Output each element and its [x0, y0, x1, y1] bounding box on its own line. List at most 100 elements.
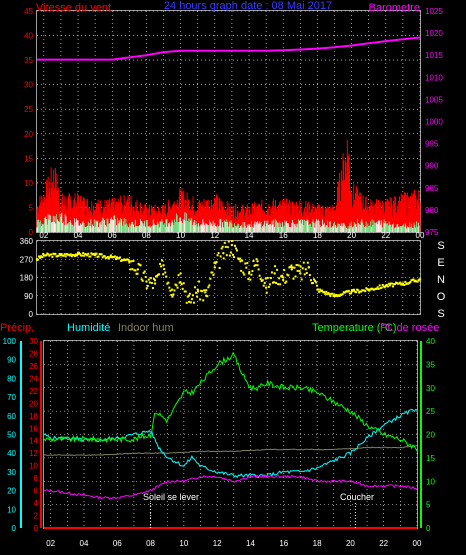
direction-point [329, 294, 332, 297]
direction-point [150, 281, 153, 284]
legend-dewpoint: Pt. de rosée [380, 322, 439, 334]
direction-point [67, 253, 70, 256]
direction-point [204, 291, 207, 294]
direction-point [229, 251, 232, 254]
direction-point [233, 244, 236, 247]
direction-point [356, 288, 359, 291]
direction-point [100, 253, 103, 256]
temp-y-tick-label: 10 [426, 477, 435, 486]
precip-y-tick-label: 6 [34, 487, 39, 496]
direction-point [279, 283, 282, 286]
direction-point [197, 290, 200, 293]
direction-point [418, 278, 422, 281]
direction-point [153, 279, 156, 282]
baro-y-tick-label: 985 [425, 184, 439, 193]
direction-point [266, 276, 269, 279]
direction-point [382, 285, 385, 288]
baro-y-tick-label: 1000 [425, 118, 443, 127]
direction-point [414, 279, 417, 282]
direction-point [137, 262, 140, 265]
direction-point [324, 292, 327, 295]
direction-point [374, 287, 377, 290]
direction-point [242, 271, 245, 274]
direction-point [170, 294, 173, 297]
direction-point [59, 253, 63, 257]
direction-point [400, 283, 403, 286]
dir-y-tick-label: 90 [24, 292, 33, 301]
direction-point [269, 277, 272, 280]
direction-point [80, 254, 83, 257]
direction-point [371, 287, 374, 290]
direction-point [360, 290, 363, 293]
direction-point [113, 255, 116, 258]
temp-y-tick-label: 20 [426, 431, 435, 440]
direction-point [61, 254, 64, 257]
direction-point [73, 255, 76, 258]
direction-point [357, 289, 360, 292]
direction-point [128, 261, 131, 264]
precip-y-tick-label: 4 [34, 499, 39, 508]
direction-point [146, 284, 149, 287]
direction-point [60, 253, 63, 256]
direction-point [256, 260, 259, 263]
direction-point [384, 284, 388, 287]
barometer-line [37, 36, 421, 61]
direction-point [74, 253, 77, 256]
temp-y-tick-label: 40 [426, 337, 435, 346]
temp-x-tick-label: 04 [80, 539, 89, 548]
direction-point [56, 255, 59, 258]
direction-point [164, 271, 167, 274]
baro-y-tick-label: 995 [425, 140, 439, 149]
direction-point [252, 260, 255, 263]
direction-point [76, 252, 80, 256]
direction-point [224, 245, 227, 248]
temp-x-tick-label: 20 [346, 539, 355, 548]
direction-point [255, 258, 258, 261]
direction-point [198, 280, 201, 283]
direction-point [350, 290, 353, 293]
direction-point [402, 283, 405, 286]
direction-point [216, 254, 219, 257]
direction-point [244, 262, 247, 265]
legend-precip: Précip. [0, 322, 34, 334]
temperature-line [43, 351, 418, 452]
direction-point [91, 253, 94, 256]
precip-y-tick-label: 22 [29, 387, 38, 396]
direction-point [163, 268, 166, 271]
wind-x-tick-label: 16 [279, 231, 288, 240]
direction-point [120, 259, 123, 262]
direction-point [192, 301, 195, 304]
direction-point [149, 277, 152, 280]
direction-point [306, 261, 309, 264]
direction-point [338, 294, 341, 297]
direction-point [339, 293, 342, 296]
axis-ticks: 0510152025303540459759809859909951000100… [3, 7, 446, 548]
direction-point [102, 255, 105, 258]
direction-point [395, 281, 398, 284]
direction-point [289, 266, 292, 269]
direction-point [373, 288, 376, 291]
direction-point [386, 285, 389, 288]
direction-point [205, 294, 208, 297]
direction-point [106, 256, 109, 259]
direction-point [42, 253, 46, 257]
direction-point [296, 269, 299, 272]
direction-point [131, 268, 134, 271]
wind-y-tick-label: 25 [24, 105, 33, 114]
direction-point [69, 253, 72, 256]
direction-point [347, 289, 350, 292]
direction-point [99, 253, 102, 256]
direction-point [264, 286, 268, 289]
wind-y-tick-label: 35 [24, 56, 33, 65]
direction-point [208, 284, 211, 287]
direction-point [397, 282, 400, 285]
humidity-y-tick-label: 10 [7, 505, 16, 514]
direction-point [83, 254, 86, 257]
direction-point [403, 283, 406, 286]
precip-y-tick-label: 2 [34, 512, 39, 521]
direction-point [362, 289, 365, 292]
direction-point [239, 257, 242, 260]
temp-x-tick-label: 16 [279, 539, 288, 548]
direction-point [253, 264, 256, 267]
direction-point [285, 280, 288, 283]
